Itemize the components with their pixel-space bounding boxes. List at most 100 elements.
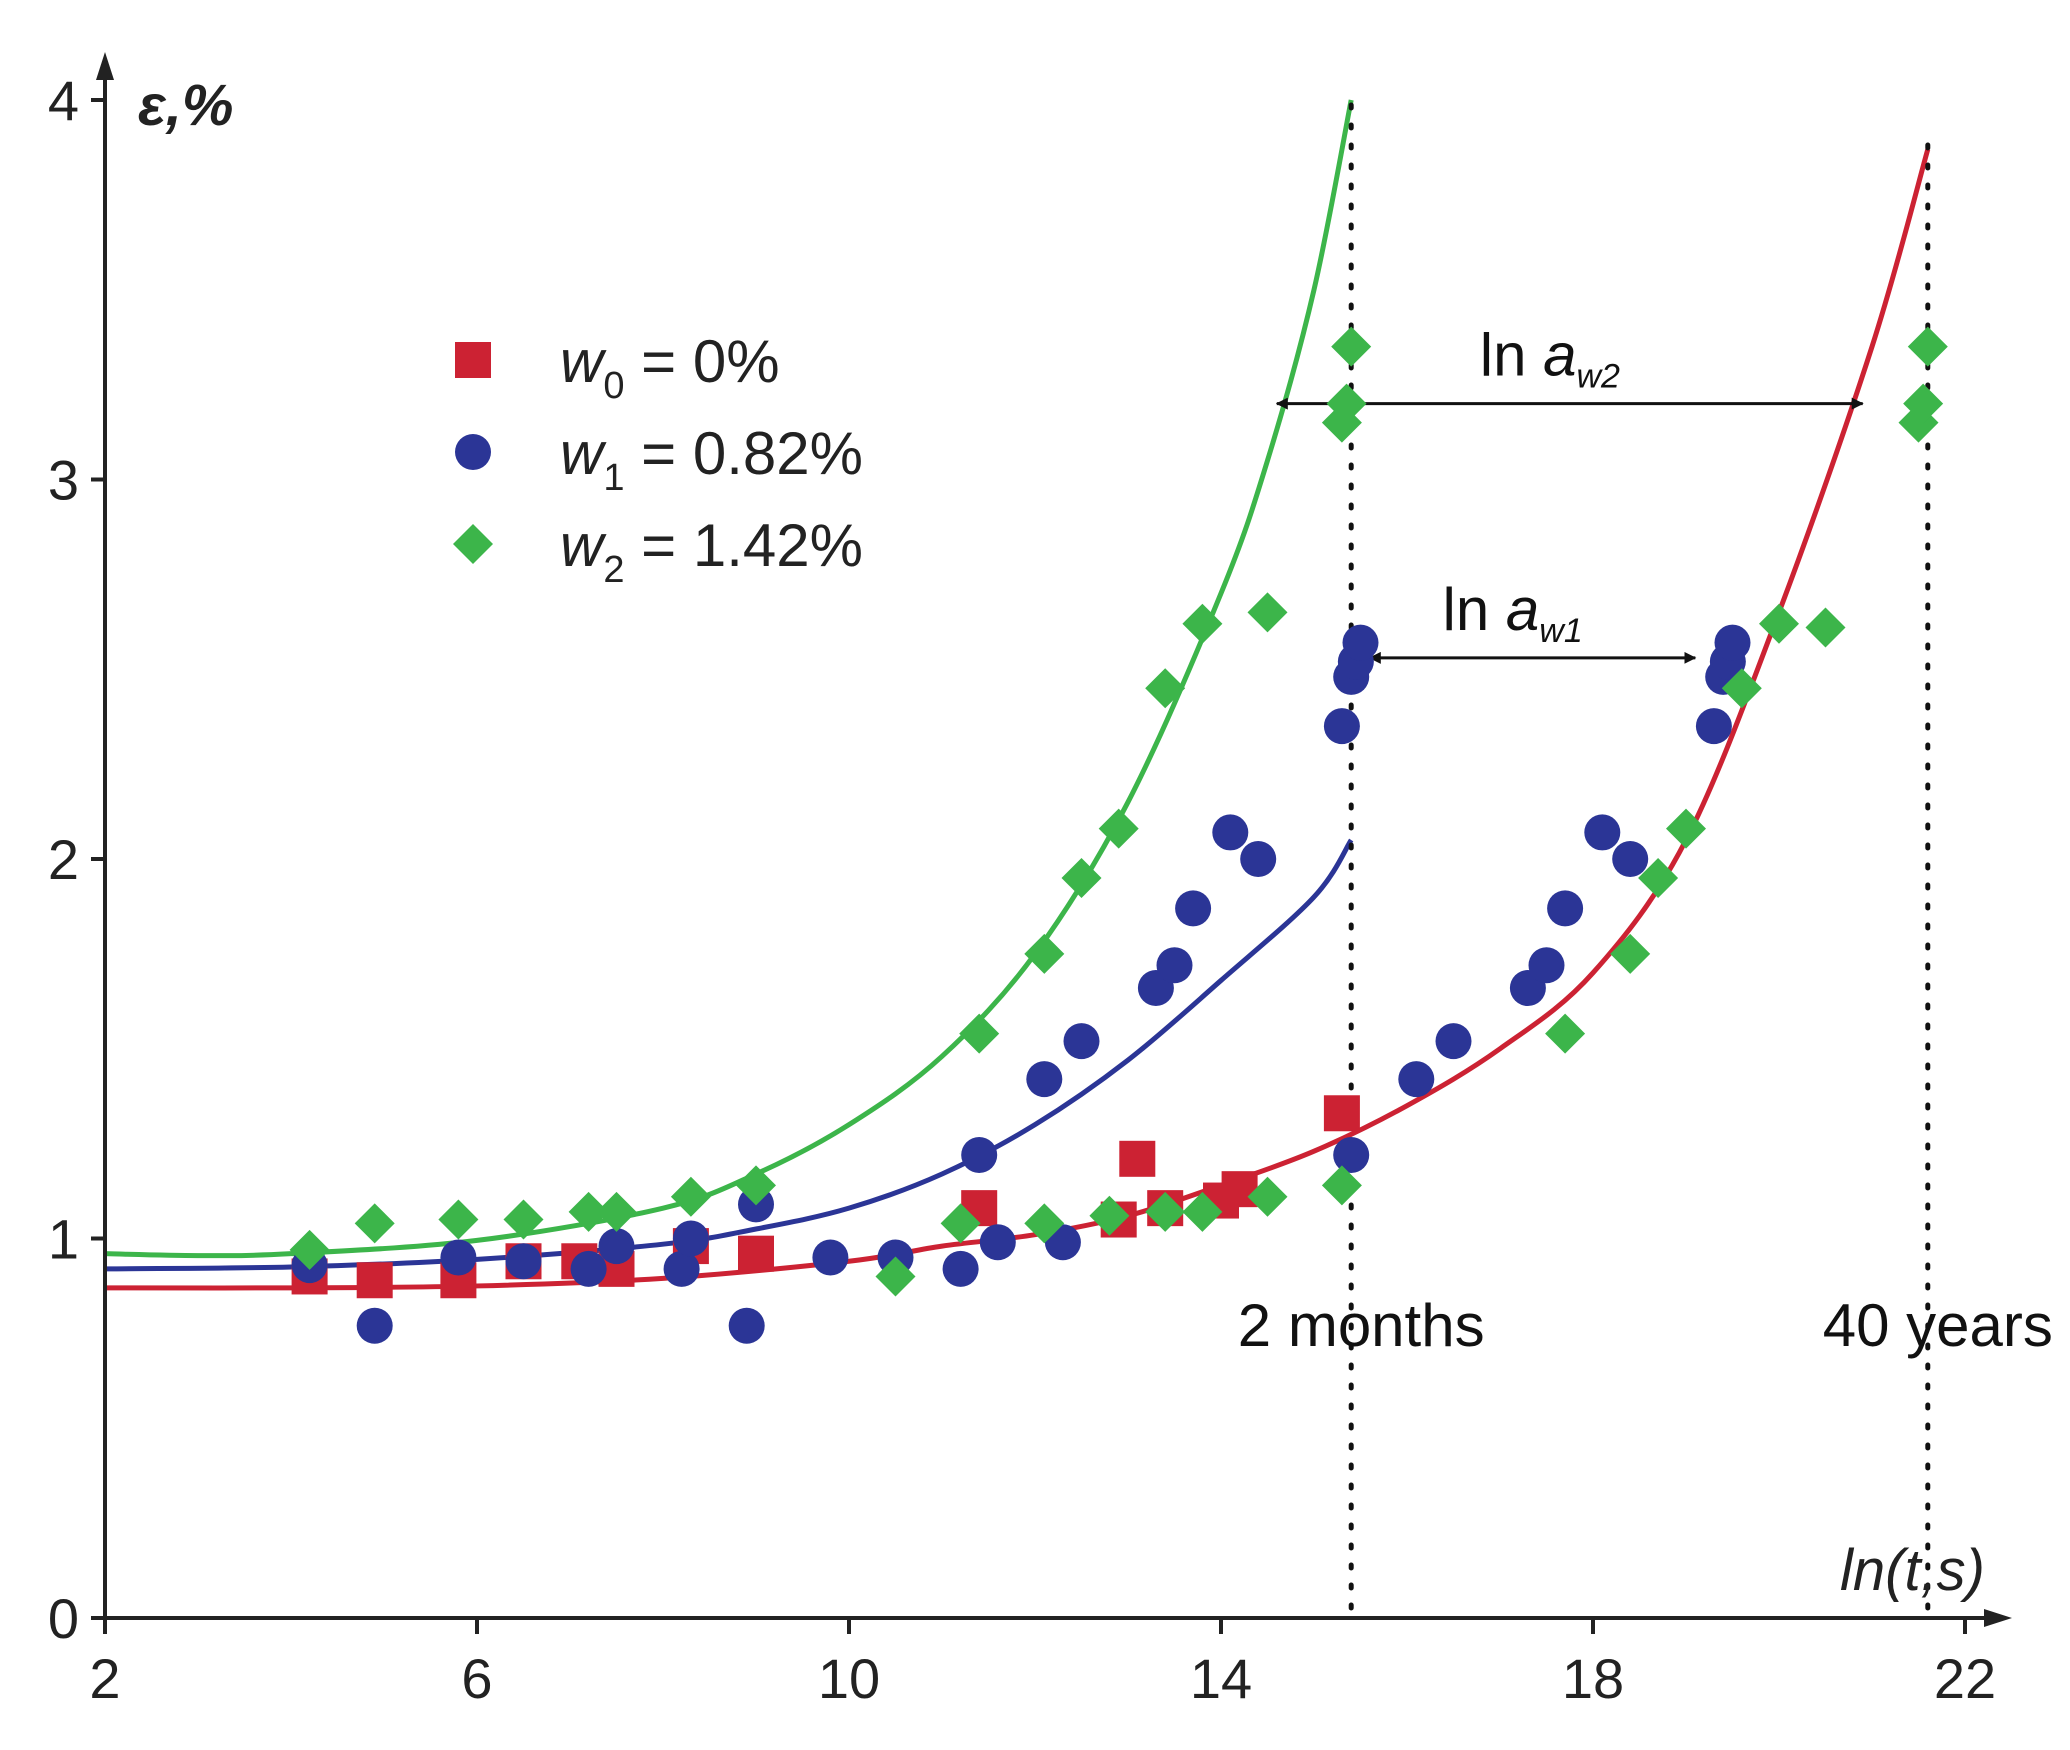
data-point-w0 [738,1235,774,1272]
data-point-w2 [1666,808,1706,849]
data-point-w2 [940,1203,981,1244]
y-tick-label: 0 [48,1587,79,1650]
x-tick-label: 6 [461,1647,492,1710]
data-point-w1 [356,1307,393,1344]
data-point-w2 [1638,857,1679,898]
data-point-w1 [672,1220,709,1257]
x-ticks: 2 6 10 14 18 22 [89,1618,1996,1710]
legend: w0 = 0% w1 = 0.82% w2 = 1.42% [453,328,863,591]
shift-arrows: ln aw2 ln aw1 [1275,322,1864,664]
x-tick-label: 10 [818,1647,880,1710]
data-point-w1 [1695,708,1732,745]
data-point-w1 [1240,841,1277,877]
legend-label-w1: w1 = 0.82% [560,420,863,499]
legend-label-w2: w2 = 1.42% [560,512,863,591]
plot-curves [104,99,1931,1291]
data-point-w1 [1063,1023,1100,1060]
data-point-w1 [1333,1137,1370,1174]
data-point-w2 [1089,1195,1130,1236]
data-point-w2 [1145,668,1186,709]
y-tick-label: 2 [48,828,79,891]
data-point-w2 [354,1203,395,1244]
data-point-w2 [670,1176,711,1217]
data-point-w2 [1098,808,1139,849]
data-point-w2 [596,1191,637,1232]
data-point-w2 [1247,592,1288,633]
shift-label-w2: ln aw2 [1480,322,1620,396]
data-point-w1 [570,1250,607,1287]
data-point-w2 [1321,1165,1362,1206]
data-point-w2 [1610,933,1651,974]
y-axis [96,52,114,1618]
data-point-w0 [356,1262,393,1299]
data-point-w2 [736,1165,776,1206]
data-point-w0 [1323,1095,1360,1132]
vertical-reference-lines: 2 months 40 years [1238,97,2053,1611]
legend-marker-square [455,342,491,378]
data-point-w1 [1156,947,1193,984]
data-point-w2 [1331,326,1372,367]
data-point-w1 [598,1228,635,1265]
x-tick-label: 14 [1190,1647,1252,1710]
time-label: 40 years [1823,1292,2053,1359]
shift-label-w1: ln aw1 [1443,576,1583,650]
data-point-w1 [505,1243,542,1280]
x-axis [95,1609,2012,1627]
data-point-w2 [1024,1203,1065,1244]
legend-marker-circle [455,434,491,470]
data-point-w2 [1182,1191,1223,1232]
data-point-w2 [875,1256,916,1297]
data-point-w2 [1759,603,1799,644]
data-point-w1 [1323,708,1360,745]
data-point-w2 [1061,857,1102,898]
data-point-w2 [568,1191,609,1232]
x-tick-label: 2 [89,1647,120,1710]
y-ticks: 0 1 2 3 4 [48,69,105,1650]
data-point-w1 [1584,814,1621,851]
data-point-w1 [1175,890,1212,927]
data-point-w2 [1182,603,1223,644]
data-point-w1 [961,1137,998,1174]
data-point-w2 [959,1013,1000,1054]
data-point-w1 [1026,1061,1063,1098]
data-point-w1 [1398,1061,1435,1098]
x-tick-label: 18 [1562,1647,1624,1710]
data-point-w2 [1545,1013,1586,1054]
data-point-w2 [1721,668,1762,709]
data-point-w1 [1342,624,1379,661]
y-tick-label: 1 [48,1208,79,1271]
data-point-w0 [1221,1171,1258,1208]
data-point-w1 [728,1307,765,1344]
data-point-w1 [942,1250,979,1287]
y-tick-label: 4 [48,69,79,132]
y-tick-label: 3 [48,449,79,512]
data-point-w1 [1435,1023,1472,1060]
data-point-w1 [440,1239,477,1276]
data-point-w1 [1528,947,1565,984]
legend-marker-diamond [453,524,493,564]
data-point-w2 [1145,1191,1186,1232]
data-point-w2 [1907,326,1948,367]
data-point-w2 [289,1229,330,1270]
data-point-w2 [1024,933,1065,974]
data-point-w0 [1119,1140,1156,1177]
data-point-w1 [1547,890,1584,927]
fit-curve-w1 [104,838,1354,1272]
data-point-w2 [438,1199,479,1240]
y-axis-title: ε,% [138,73,233,138]
data-point-w2 [1903,383,1944,424]
data-point-w2 [503,1199,544,1240]
data-point-w1 [663,1250,700,1287]
x-axis-title: ln(t,s) [1840,1538,1985,1603]
data-point-w2 [1326,383,1367,424]
legend-label-w0: w0 = 0% [560,328,780,407]
data-point-w1 [979,1224,1016,1261]
fit-curve-w0 [104,148,1931,1291]
x-tick-label: 22 [1934,1647,1996,1710]
data-point-w1 [812,1239,849,1276]
fit-curve-w2 [104,99,1354,1259]
data-point-w2 [1247,1176,1288,1217]
data-point-w1 [1714,624,1751,661]
y-axis-arrow-icon [96,52,114,80]
